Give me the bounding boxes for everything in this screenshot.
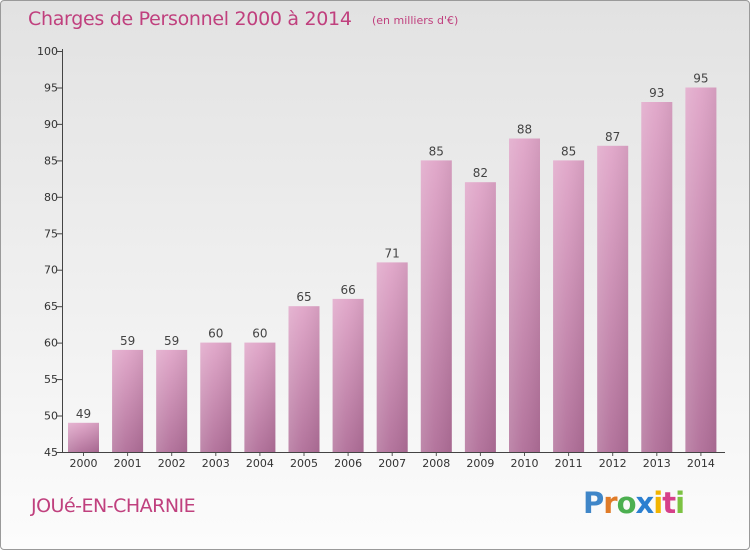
data-label-2004: 60 (252, 327, 267, 341)
data-label-2012: 87 (605, 130, 620, 144)
bar-shade-2007 (376, 262, 408, 452)
y-tick-label: 50 (44, 410, 58, 423)
x-tick-label: 2012 (599, 457, 627, 470)
bar-shade-2009 (464, 182, 496, 452)
data-label-2008: 85 (429, 144, 444, 158)
bar-shade-2006 (332, 298, 364, 452)
bar-shade-2011 (553, 160, 585, 452)
data-label-2010: 88 (517, 123, 532, 137)
y-tick-label: 60 (44, 337, 58, 350)
x-tick-label: 2009 (466, 457, 494, 470)
x-tick-label: 2007 (378, 457, 406, 470)
y-tick-label: 45 (44, 446, 58, 459)
y-tick-label: 100 (37, 45, 58, 58)
logo-letter: r (603, 486, 617, 520)
x-tick-label: 2006 (334, 457, 362, 470)
logo-letter: o (616, 486, 637, 520)
data-label-2014: 95 (693, 72, 708, 86)
x-tick-label: 2005 (290, 457, 318, 470)
logo-letter: i (653, 486, 663, 520)
x-tick-label: 2003 (202, 457, 230, 470)
data-label-2009: 82 (473, 166, 488, 180)
chart-subtitle: (en milliers d'€) (372, 14, 459, 27)
y-tick-label: 90 (44, 118, 58, 131)
bar-shade-2012 (597, 145, 629, 453)
bar-shade-2010 (509, 138, 540, 452)
x-tick-label: 2013 (643, 457, 671, 470)
bar-shade-2001 (112, 349, 144, 452)
proxiti-logo: Proxiti (583, 486, 685, 520)
x-tick-label: 2008 (422, 457, 450, 470)
bar-shade-2004 (244, 342, 276, 452)
bar-shade-2014 (685, 87, 717, 452)
data-label-2000: 49 (76, 407, 91, 421)
chart-title: Charges de Personnel 2000 à 2014 (28, 8, 352, 30)
y-tick-label: 55 (44, 373, 58, 386)
x-tick-label: 2001 (114, 457, 142, 470)
y-tick-label: 65 (44, 300, 58, 313)
x-tick-label: 2014 (687, 457, 715, 470)
commune-name: JOUé-EN-CHARNIE (31, 495, 196, 517)
x-tick-label: 2010 (511, 457, 539, 470)
y-tick-label: 75 (44, 227, 58, 240)
data-label-2013: 93 (649, 86, 664, 100)
logo-letter: P (583, 486, 604, 520)
logo-letter: x (635, 486, 655, 520)
data-label-2001: 59 (120, 334, 135, 348)
y-tick-label: 80 (44, 191, 58, 204)
data-label-2002: 59 (164, 334, 179, 348)
bar-shade-2003 (200, 342, 232, 452)
bar-shade-2005 (288, 306, 320, 452)
y-tick-label: 70 (44, 264, 58, 277)
x-tick-label: 2000 (70, 457, 98, 470)
y-tick-label: 85 (44, 154, 58, 167)
x-tick-label: 2004 (246, 457, 274, 470)
x-tick-label: 2002 (158, 457, 186, 470)
bar-shade-2008 (420, 160, 452, 452)
data-label-2011: 85 (561, 144, 576, 158)
x-tick-label: 2011 (555, 457, 583, 470)
data-label-2005: 65 (296, 290, 311, 304)
logo-letter: t (662, 486, 676, 520)
bar-shade-2002 (156, 349, 188, 452)
data-label-2003: 60 (208, 327, 223, 341)
bar-shade-2000 (68, 422, 99, 452)
bar-shade-2013 (641, 102, 673, 452)
data-label-2006: 66 (340, 283, 355, 297)
y-tick-label: 95 (44, 82, 58, 95)
logo-letter: i (675, 486, 685, 520)
data-label-2007: 71 (385, 246, 400, 260)
